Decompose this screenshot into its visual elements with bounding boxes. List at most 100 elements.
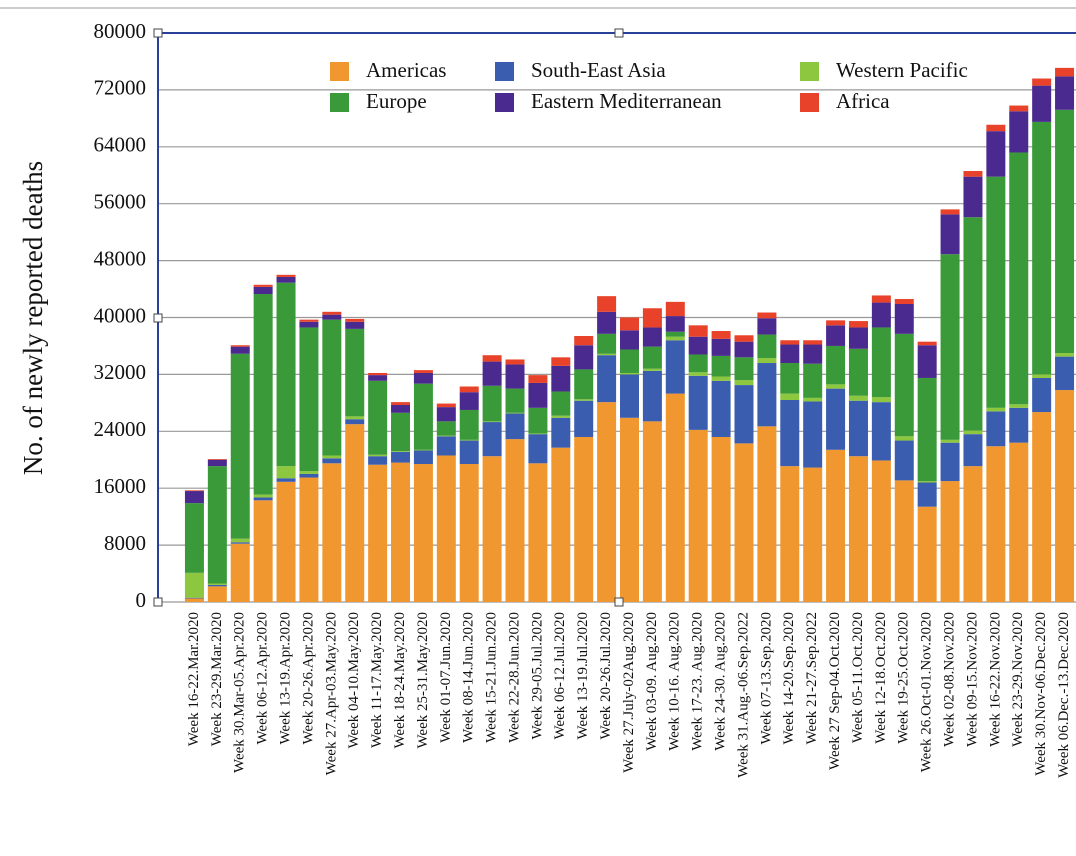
bar-segment bbox=[299, 321, 319, 328]
x-tick-label: Week 02-08.Nov.2020 bbox=[942, 612, 958, 747]
bar-segment bbox=[871, 302, 891, 328]
bar-segment bbox=[413, 372, 433, 384]
x-tick-label: Week 15-21.Jun.2020 bbox=[484, 612, 500, 743]
bar-segment bbox=[688, 372, 708, 376]
bar-segment bbox=[917, 341, 937, 346]
bar-segment bbox=[620, 417, 639, 602]
x-tick-label: Week 30.Nov-06.Dec.2020 bbox=[1033, 612, 1049, 776]
x-tick-label: Week 27.July-02Aug.2020 bbox=[621, 612, 637, 773]
bar-segment bbox=[848, 327, 868, 349]
bar-segment bbox=[780, 400, 800, 467]
bar-segment bbox=[459, 386, 479, 393]
bar-segment bbox=[803, 340, 823, 345]
legend-swatch bbox=[495, 93, 514, 112]
bar-segment bbox=[528, 382, 548, 408]
x-tick-label: Week 08-14.Jun.2020 bbox=[461, 612, 477, 743]
bar-segment bbox=[597, 353, 617, 356]
bar-segment bbox=[894, 436, 914, 441]
bar-segment bbox=[688, 375, 708, 430]
bar-segment bbox=[917, 482, 937, 507]
x-tick-label: Week 19-25.Oct.2020 bbox=[896, 612, 912, 744]
bar-segment bbox=[368, 372, 388, 376]
bar-segment bbox=[574, 399, 594, 401]
bar-segment bbox=[345, 328, 365, 417]
bar-segment bbox=[665, 336, 685, 341]
y-tick-label: 48000 bbox=[94, 246, 147, 270]
y-tick-label: 16000 bbox=[94, 474, 147, 498]
bar-segment bbox=[276, 274, 296, 277]
bar-segment bbox=[436, 407, 456, 422]
bar-segment bbox=[551, 357, 571, 366]
bar-segment bbox=[711, 331, 731, 339]
bar-segment bbox=[184, 597, 204, 599]
bar-segment bbox=[986, 411, 1006, 447]
bar-segment bbox=[986, 446, 1006, 602]
bar-segment bbox=[940, 481, 960, 602]
legend: Americas South-East Asia Western Pacific Eu… bbox=[330, 58, 968, 113]
bars bbox=[184, 67, 1075, 602]
bar-segment bbox=[276, 276, 296, 283]
bar-segment bbox=[711, 338, 731, 356]
x-tick-label: Week 05-11.Oct.2020 bbox=[850, 612, 866, 743]
bar-segment bbox=[642, 346, 662, 369]
bar-segment bbox=[757, 334, 777, 359]
bar-segment bbox=[620, 330, 639, 350]
bar-segment bbox=[940, 442, 960, 482]
x-tick-label: Week 20-26.Jul.2020 bbox=[598, 612, 614, 740]
x-tick-label: Week 27.Apr-03.May.2020 bbox=[323, 612, 339, 775]
bar-segment bbox=[894, 333, 914, 437]
bar-segment bbox=[803, 344, 823, 364]
bar-segment bbox=[963, 430, 983, 435]
bar-segment bbox=[1009, 105, 1029, 112]
bar-segment bbox=[528, 407, 548, 434]
bar-segment bbox=[253, 494, 273, 498]
bar-segment bbox=[848, 321, 868, 328]
bar-segment bbox=[505, 359, 525, 365]
bar-segment bbox=[505, 364, 525, 389]
bar-segment bbox=[688, 325, 708, 337]
bar-segment bbox=[322, 458, 342, 464]
x-tick-label: Week 22-28.Jun.2020 bbox=[506, 612, 522, 743]
bar-segment bbox=[436, 421, 456, 436]
bar-segment bbox=[528, 375, 548, 383]
bar-segment bbox=[1009, 111, 1029, 153]
legend-label: Americas bbox=[366, 58, 446, 82]
bar-segment bbox=[276, 478, 296, 482]
x-tick-label: Week 25-31.May.2020 bbox=[415, 612, 431, 749]
bar-segment bbox=[757, 363, 777, 427]
bar-segment bbox=[436, 403, 456, 408]
bar-segment bbox=[368, 464, 388, 602]
bar-segment bbox=[299, 327, 319, 472]
bar-segment bbox=[734, 443, 754, 602]
x-tick-label: Week 24-30. Aug.2020 bbox=[713, 612, 729, 751]
legend-label: South-East Asia bbox=[531, 58, 666, 82]
bar-segment bbox=[803, 401, 823, 468]
bar-segment bbox=[1055, 353, 1075, 357]
handle bbox=[614, 597, 624, 607]
bar-segment bbox=[184, 490, 204, 492]
bar-segment bbox=[184, 598, 204, 602]
x-tick-label: Week 31.Aug.-06.Sep.2022 bbox=[735, 612, 751, 778]
bar-segment bbox=[1009, 404, 1029, 408]
bar-segment bbox=[345, 424, 365, 602]
bar-segment bbox=[711, 436, 731, 602]
bar-segment bbox=[803, 467, 823, 602]
bar-segment bbox=[299, 319, 319, 322]
bar-segment bbox=[688, 429, 708, 602]
bar-segment bbox=[482, 361, 502, 386]
bar-segment bbox=[917, 345, 937, 378]
bar-segment bbox=[505, 388, 525, 413]
bar-segment bbox=[230, 542, 250, 544]
x-tick-label: Week 13-19.Jul.2020 bbox=[575, 612, 591, 740]
handle bbox=[153, 313, 163, 323]
bar-segment bbox=[871, 397, 891, 403]
bar-segment bbox=[711, 355, 731, 377]
bar-segment bbox=[688, 354, 708, 373]
bar-segment bbox=[665, 316, 685, 332]
x-tick-label: Week 11-17.May.2020 bbox=[369, 612, 385, 748]
bar-segment bbox=[986, 124, 1006, 132]
bar-segment bbox=[391, 404, 411, 413]
bar-segment bbox=[1009, 152, 1029, 405]
bar-segment bbox=[413, 370, 433, 373]
x-tick-label: Week 18-24.May.2020 bbox=[392, 612, 408, 749]
